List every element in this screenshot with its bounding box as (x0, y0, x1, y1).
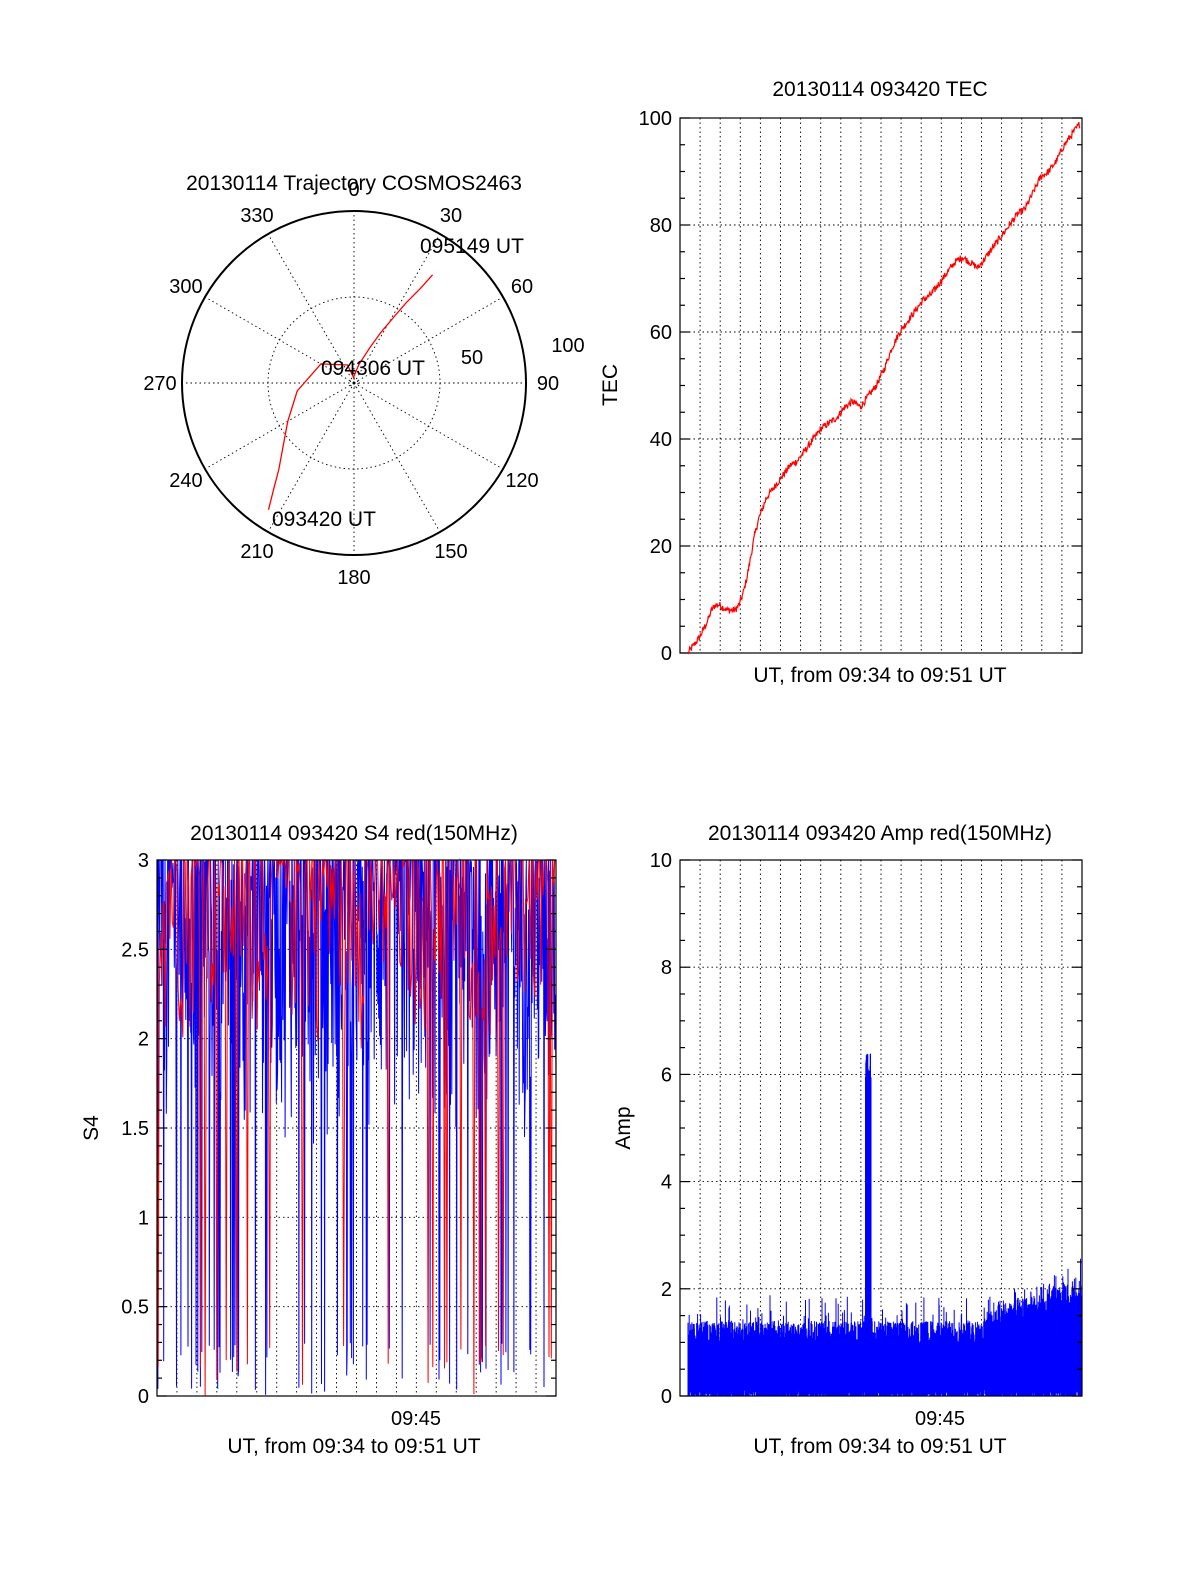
polar-title: 20130114 Trajectory COSMOS2463 (186, 172, 522, 195)
s4-y-ticks: 0 0.5 1 1.5 2 2.5 3 (121, 850, 556, 1408)
s4-y-label: S4 (80, 1115, 103, 1141)
s4-x-tick-0945: 09:45 (391, 1408, 441, 1430)
s4-red-series (156, 858, 556, 1396)
tec-grid (680, 118, 1082, 653)
amp-ytick-0: 0 (661, 1386, 672, 1408)
polar-radial-label-100: 100 (551, 335, 584, 357)
polar-radial-label-50: 50 (461, 347, 483, 369)
polar-angle-label-210: 210 (240, 541, 273, 563)
polar-spoke-210 (267, 382, 355, 533)
polar-angle-label-180: 180 (337, 567, 370, 589)
s4-plot: 20130114 093420 S4 red(150MHz) 0 0.5 1 1.5 2… (80, 822, 557, 1458)
amp-y-label: Amp (612, 1106, 635, 1149)
polar-spoke-300 (204, 296, 355, 384)
s4-ytick-3: 3 (138, 850, 149, 872)
polar-plot: 20130114 Trajectory COSMOS2463 0 30 60 90 12… (143, 172, 584, 589)
tec-ytick-60: 60 (650, 322, 672, 344)
tec-ytick-20: 20 (650, 536, 672, 558)
s4-ytick-2: 2 (138, 1029, 149, 1051)
polar-grid (182, 211, 526, 555)
tec-x-label: UT, from 09:34 to 09:51 UT (753, 664, 1006, 687)
polar-center (349, 378, 359, 388)
s4-ytick-1: 1 (138, 1207, 149, 1229)
amp-title: 20130114 093420 Amp red(150MHz) (708, 822, 1052, 845)
tec-ytick-80: 80 (650, 215, 672, 237)
amp-y-ticks: 0 2 4 6 8 10 (650, 850, 1082, 1408)
polar-angle-label-150: 150 (434, 541, 467, 563)
amp-x-tick-0945: 09:45 (915, 1408, 965, 1430)
polar-angle-label-120: 120 (505, 470, 538, 492)
tec-ytick-100: 100 (639, 108, 672, 130)
polar-angle-label-60: 60 (511, 276, 533, 298)
s4-x-label: UT, from 09:34 to 09:51 UT (227, 1435, 480, 1458)
tec-y-label: TEC (599, 364, 622, 406)
polar-spoke-60 (353, 296, 504, 384)
polar-angle-labels: 0 30 60 90 120 150 180 210 240 270 300 330 (143, 179, 559, 589)
s4-ytick-1.5: 1.5 (121, 1118, 149, 1140)
amp-ytick-6: 6 (661, 1064, 672, 1086)
polar-angle-label-90: 90 (537, 373, 559, 395)
tec-y-ticks: 0 20 40 60 80 100 (639, 108, 1082, 665)
trajectory-start-label: 093420 UT (272, 508, 376, 531)
tec-title: 20130114 093420 TEC (772, 78, 987, 101)
tec-ytick-0: 0 (661, 643, 672, 665)
trajectory-mid-label: 094306 UT (321, 357, 425, 380)
polar-angle-label-300: 300 (169, 276, 202, 298)
tec-series-line (687, 121, 1081, 655)
polar-angle-label-0: 0 (348, 179, 359, 201)
polar-angle-label-30: 30 (440, 205, 462, 227)
polar-angle-label-330: 330 (240, 205, 273, 227)
polar-spoke-120 (353, 382, 504, 470)
amp-ytick-2: 2 (661, 1279, 672, 1301)
amp-plot: 20130114 093420 Amp red(150MHz) 0246810 … (612, 822, 1083, 1458)
amp-x-label: UT, from 09:34 to 09:51 UT (753, 1435, 1006, 1458)
s4-ytick-0: 0 (138, 1386, 149, 1408)
s4-ytick-2.5: 2.5 (121, 939, 149, 961)
polar-radial-labels: 50 100 (461, 335, 585, 369)
tec-ytick-40: 40 (650, 429, 672, 451)
polar-angle-label-270: 270 (143, 373, 176, 395)
polar-spoke-30 (353, 233, 441, 384)
amp-ytick-10: 10 (650, 850, 672, 872)
polar-angle-label-240: 240 (169, 470, 202, 492)
amp-ytick-8: 8 (661, 957, 672, 979)
s4-ytick-0.5: 0.5 (121, 1297, 149, 1319)
tec-plot: 20130114 093420 TEC 0 20 40 60 80 100 TEC UT,… (599, 78, 1083, 687)
trajectory-end-label: 095149 UT (420, 235, 524, 258)
polar-spoke-150 (353, 382, 441, 533)
polar-spoke-240 (204, 382, 355, 470)
trajectory-line (267, 274, 434, 510)
amp-ytick-4: 4 (661, 1172, 672, 1194)
amp-blue-series (687, 1053, 1083, 1396)
polar-spoke-330 (267, 233, 355, 384)
s4-title: 20130114 093420 S4 red(150MHz) (190, 822, 518, 845)
